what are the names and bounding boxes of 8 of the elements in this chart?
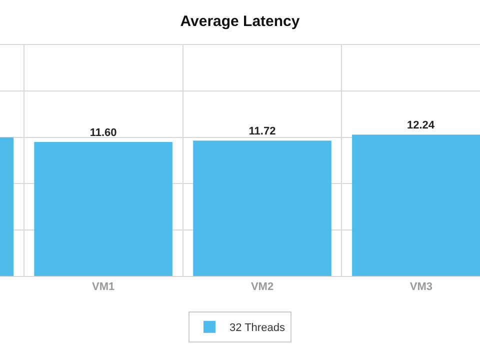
legend-label: 32 Threads	[230, 322, 286, 334]
data-label: 11.72	[248, 126, 276, 138]
x-tick-label: VM1	[92, 281, 115, 294]
x-tick-label: VM2	[250, 281, 274, 294]
x-tick-label: VM3	[410, 281, 433, 294]
chart-title: Average Latency	[180, 12, 300, 30]
data-label: 12.24	[406, 120, 436, 132]
data-label: 11.60	[90, 127, 117, 140]
